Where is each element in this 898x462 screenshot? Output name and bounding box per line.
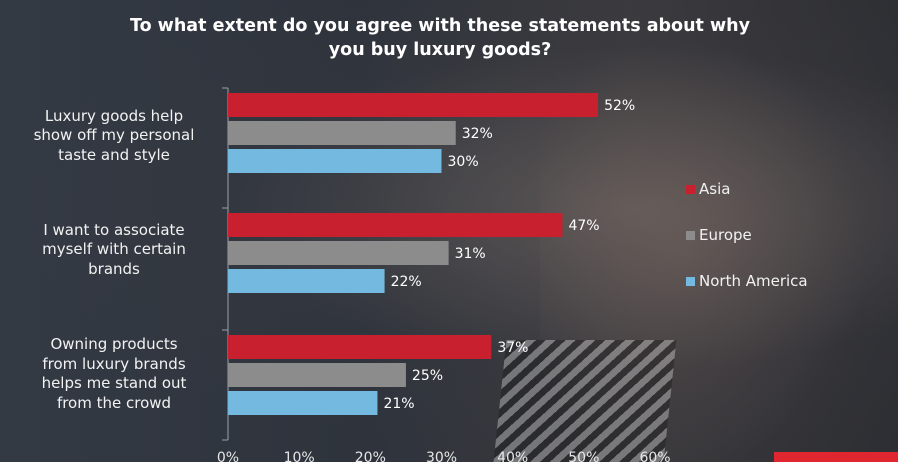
category-label: Owning products from luxury brands helps m… [10, 335, 218, 413]
bar-asia-0 [228, 93, 599, 117]
category-label-line: brands [88, 259, 140, 278]
bar-north-america-2 [228, 391, 378, 415]
bar-data-label: 25% [412, 368, 443, 384]
x-tick-label: 0% [217, 450, 239, 462]
bar-data-label: 31% [455, 246, 486, 262]
category-label-line: show off my personal [33, 126, 195, 145]
category-label-line: taste and style [58, 145, 170, 164]
chart-title: To what extent do you agree with these s… [60, 14, 820, 62]
bar-data-label: 22% [391, 274, 422, 290]
legend-label: North America [699, 272, 808, 290]
category-label-line: Owning products [50, 335, 178, 353]
x-tick-label: 50% [568, 450, 599, 462]
x-tick-label: 40% [497, 450, 528, 462]
category-label-line: from luxury brands [42, 354, 186, 373]
bar-europe-1 [228, 241, 449, 265]
category-label: Luxury goods help show off my personal tas… [10, 107, 218, 166]
x-tick-label: 10% [284, 450, 315, 462]
chart-title-line-1: To what extent do you agree with these s… [129, 16, 751, 36]
legend-item-europe: Europe [686, 226, 752, 244]
bar-asia-1 [228, 213, 563, 237]
bar-data-label: 47% [568, 218, 599, 234]
legend-item-north-america: North America [686, 272, 808, 290]
legend-label: Asia [699, 180, 731, 198]
bar-asia-2 [228, 335, 492, 359]
x-tick-label: 60% [639, 450, 670, 462]
bar-europe-0 [228, 121, 456, 145]
category-label-line: Luxury goods help [44, 106, 184, 125]
bar-data-label: 21% [383, 396, 414, 412]
bar-europe-2 [228, 363, 406, 387]
bar-data-label: 52% [604, 98, 635, 114]
legend-swatch [686, 184, 695, 194]
category-label: I want to associate myself with certain br… [10, 221, 218, 280]
bar-data-label: 37% [497, 340, 528, 356]
bar-data-label: 30% [448, 154, 479, 170]
legend-swatch [686, 230, 695, 240]
category-label-line: helps me stand out [41, 374, 187, 392]
category-label-line: myself with certain [42, 240, 186, 259]
x-tick-label: 30% [426, 450, 457, 462]
x-tick-label: 20% [355, 450, 386, 462]
chart-title-line-2: you buy luxury goods? [328, 40, 552, 60]
bar-north-america-1 [228, 269, 385, 293]
bar-north-america-0 [228, 149, 442, 173]
corner-accent-bar [774, 452, 898, 462]
legend-label: Europe [699, 226, 752, 244]
bar-data-label: 32% [462, 126, 493, 142]
category-label-line: I want to associate [43, 220, 185, 239]
legend-item-asia: Asia [686, 180, 730, 198]
legend-swatch [686, 276, 695, 286]
category-label-line: from the crowd [56, 393, 172, 412]
